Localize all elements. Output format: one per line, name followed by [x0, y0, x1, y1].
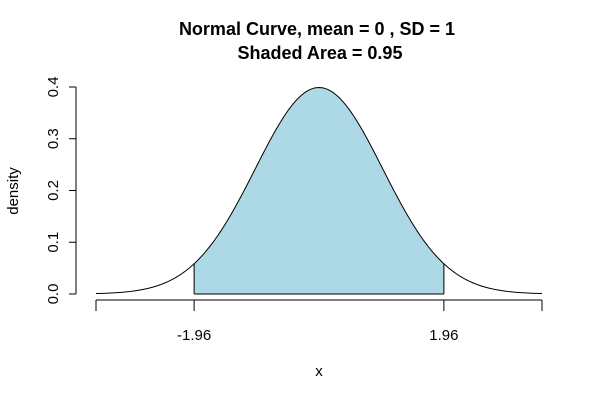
- x-tick-label: 1.96: [429, 327, 458, 344]
- x-axis-label: x: [315, 363, 323, 380]
- x-axis: -1.96 1.96: [95, 299, 543, 344]
- y-tick-label: 0.2: [45, 180, 62, 201]
- x-tick-label: -1.96: [177, 327, 211, 344]
- y-tick-label: 0.0: [45, 284, 62, 305]
- y-axis-label: density: [5, 167, 22, 215]
- y-tick-label: 0.1: [45, 232, 62, 253]
- y-axis: 0.0 0.1 0.2 0.3 0.4: [45, 77, 77, 305]
- y-tick-label: 0.3: [45, 128, 62, 149]
- chart-title-line2: Shaded Area = 0.95: [238, 43, 403, 63]
- shaded-area: [194, 87, 444, 294]
- y-tick-label: 0.4: [45, 77, 62, 98]
- chart-title-line1: Normal Curve, mean = 0 , SD = 1: [179, 19, 455, 39]
- density-curve: [95, 87, 543, 295]
